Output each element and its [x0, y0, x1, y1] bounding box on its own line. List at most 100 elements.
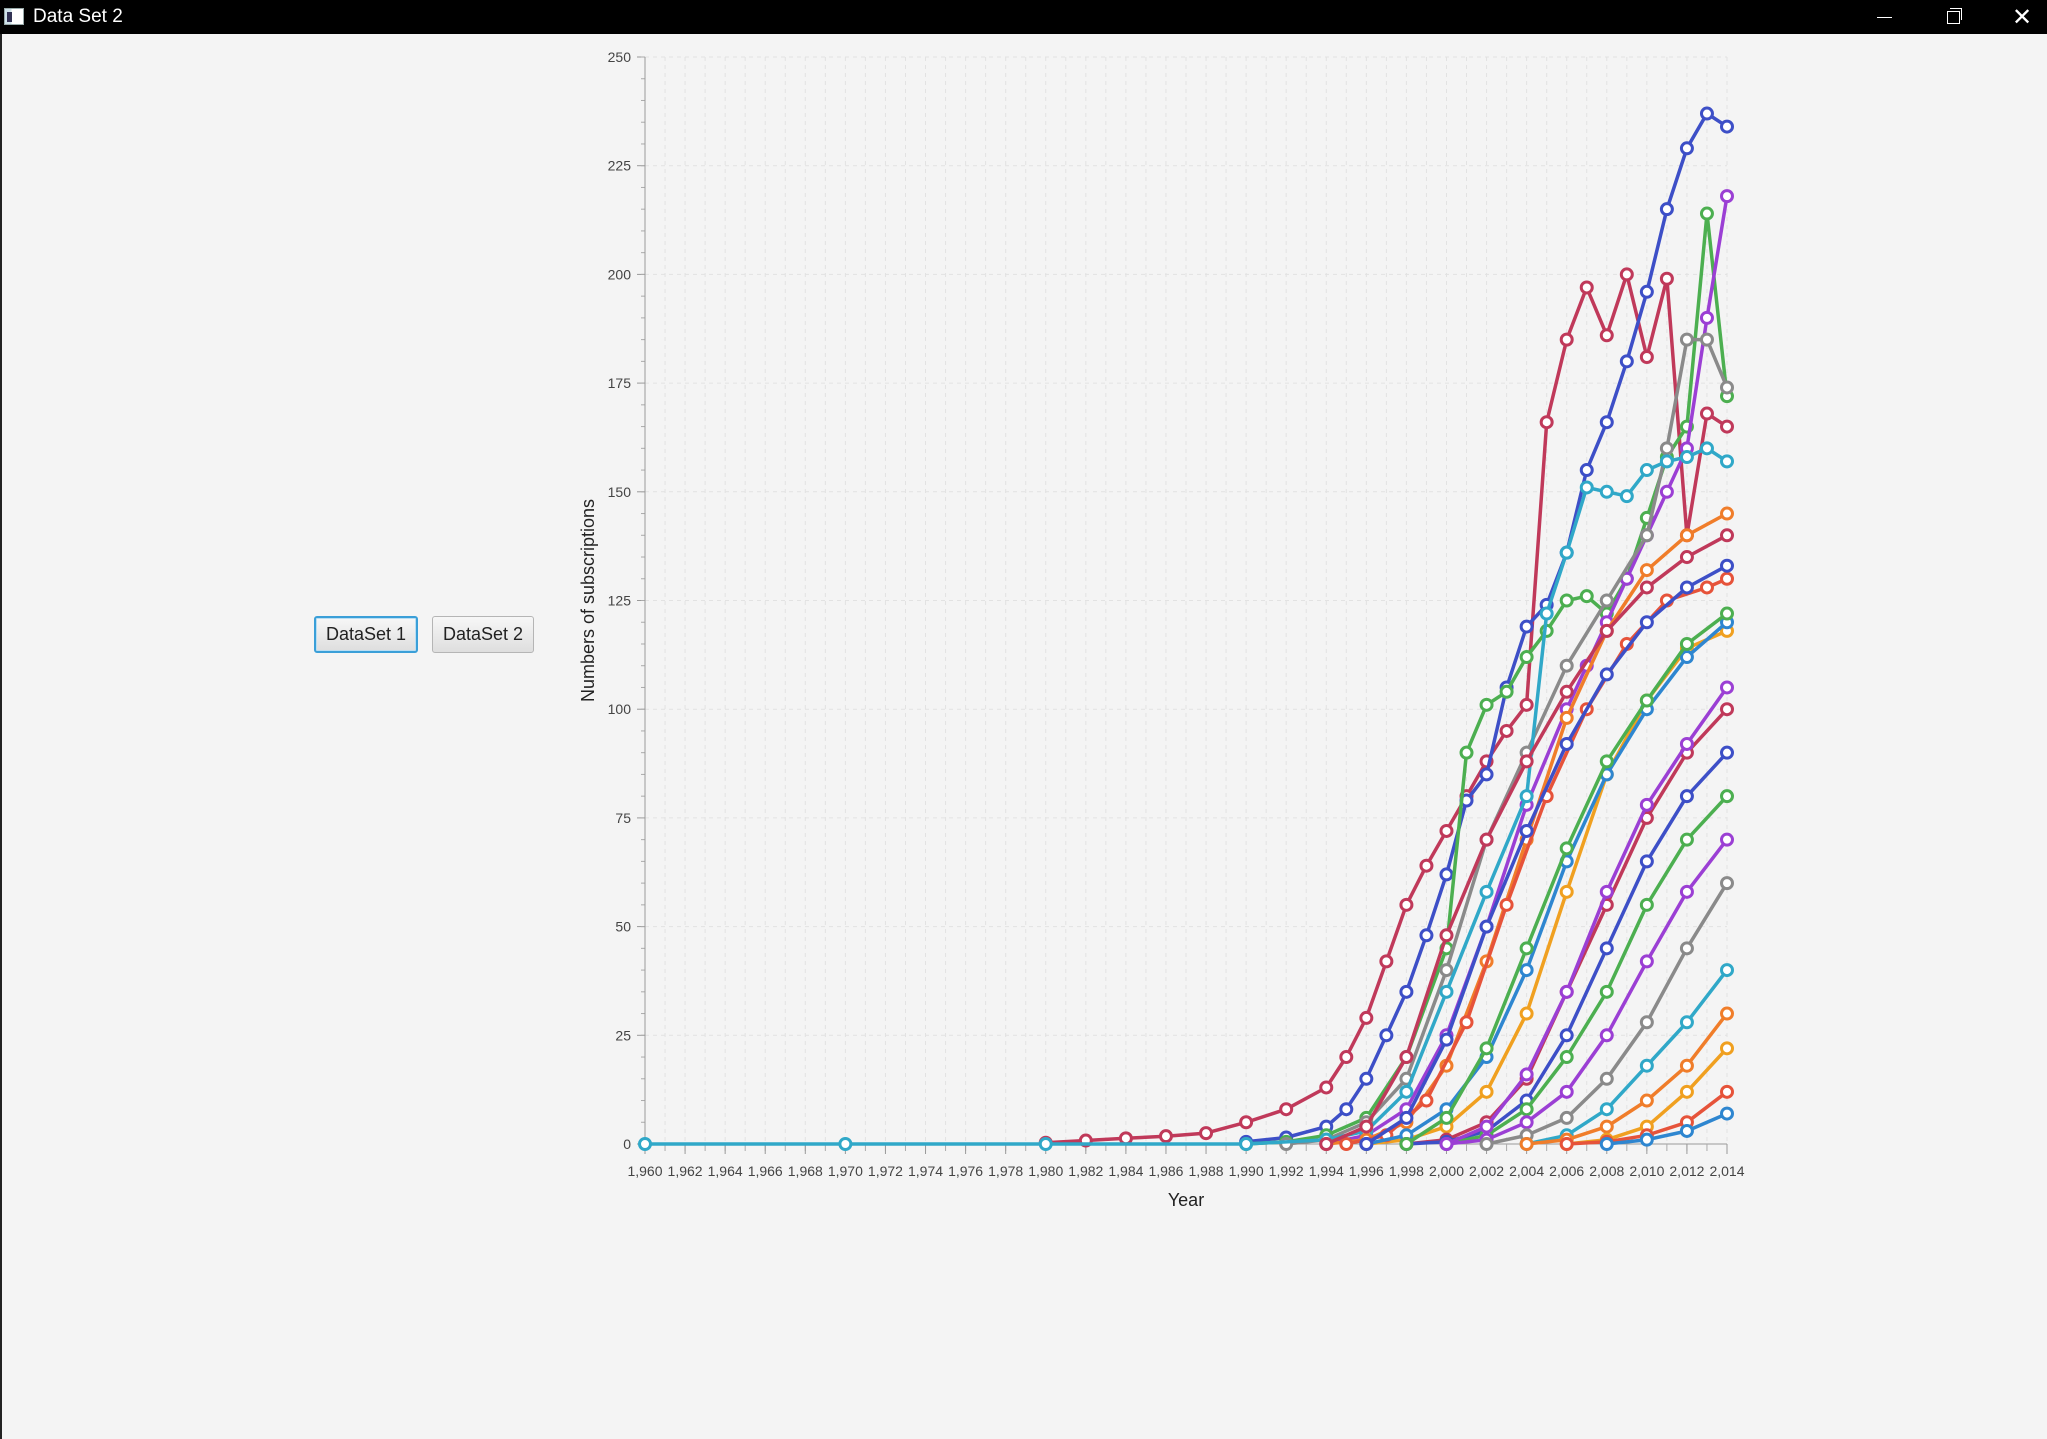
data-point — [1720, 876, 1734, 891]
data-point — [1720, 1006, 1734, 1021]
data-point — [1579, 589, 1594, 604]
data-point — [1439, 1032, 1454, 1047]
data-point — [1439, 963, 1454, 978]
data-point — [1479, 1041, 1494, 1056]
data-point — [1399, 984, 1414, 999]
data-point — [1359, 1071, 1374, 1086]
data-point — [1559, 736, 1574, 751]
data-point — [1699, 206, 1714, 221]
data-point — [1599, 1028, 1614, 1043]
data-point — [1479, 884, 1494, 899]
data-point — [1519, 941, 1534, 956]
close-button[interactable]: ✕ — [1992, 0, 2047, 34]
data-point — [1439, 984, 1454, 999]
data-point — [1439, 1110, 1454, 1125]
data-point — [1720, 419, 1734, 434]
data-point — [1499, 897, 1514, 912]
data-point — [1279, 1102, 1294, 1117]
data-point — [1439, 928, 1454, 943]
x-axis-title: Year — [1168, 1190, 1204, 1210]
data-point — [1319, 1137, 1334, 1151]
data-point — [1720, 789, 1734, 804]
minimize-button[interactable] — [1854, 0, 1914, 34]
y-tick-label: 100 — [608, 701, 632, 717]
data-point — [1720, 454, 1734, 469]
data-point — [1038, 1137, 1053, 1151]
data-point — [1639, 897, 1654, 912]
data-point — [1559, 1110, 1574, 1125]
data-point — [1720, 506, 1734, 521]
data-point — [1699, 332, 1714, 347]
data-point — [1519, 697, 1534, 712]
data-point — [1659, 454, 1674, 469]
y-tick-label: 0 — [623, 1136, 631, 1152]
data-point — [1118, 1131, 1133, 1146]
data-point — [1499, 684, 1514, 699]
data-point — [1720, 606, 1734, 621]
data-point — [1679, 1123, 1694, 1138]
data-point — [1639, 1093, 1654, 1108]
data-point — [1479, 1137, 1494, 1151]
data-point — [1679, 884, 1694, 899]
data-point — [838, 1137, 853, 1151]
data-point — [1519, 1115, 1534, 1130]
data-point — [1639, 284, 1654, 299]
x-tick-label: 1,962 — [668, 1163, 703, 1179]
y-axis-title: Numbers of subscriptions — [578, 499, 598, 702]
data-point — [1720, 380, 1734, 395]
dataset1-button[interactable]: DataSet 1 — [314, 616, 418, 653]
y-tick-label: 200 — [608, 266, 632, 282]
data-point — [1439, 823, 1454, 838]
data-point — [1339, 1137, 1354, 1151]
data-point — [1479, 1084, 1494, 1099]
dataset2-button[interactable]: DataSet 2 — [432, 616, 534, 653]
data-point — [1399, 1137, 1414, 1151]
data-point — [1699, 441, 1714, 456]
x-tick-label: 1,978 — [988, 1163, 1023, 1179]
window-border — [0, 34, 2, 1439]
data-point — [1599, 884, 1614, 899]
data-point — [1720, 680, 1734, 695]
data-point — [1720, 528, 1734, 543]
data-point — [1699, 406, 1714, 421]
title-bar: Data Set 2 ✕ — [0, 0, 2047, 34]
data-point — [1679, 550, 1694, 565]
data-point — [1720, 558, 1734, 573]
data-point — [1679, 528, 1694, 543]
data-point — [1679, 450, 1694, 465]
x-tick-label: 2,002 — [1469, 1163, 1504, 1179]
data-point — [1559, 545, 1574, 560]
data-point — [1519, 1067, 1534, 1082]
data-point — [1579, 480, 1594, 495]
data-point — [1559, 1028, 1574, 1043]
data-point — [1519, 1137, 1534, 1151]
data-point — [1359, 1119, 1374, 1134]
data-point — [1639, 954, 1654, 969]
series-line — [1365, 564, 1728, 1146]
data-point — [1720, 189, 1734, 204]
data-point — [1519, 650, 1534, 665]
maximize-button[interactable] — [1923, 0, 1983, 34]
data-point — [1479, 919, 1494, 934]
x-tick-label: 1,992 — [1269, 1163, 1304, 1179]
data-point — [1559, 1084, 1574, 1099]
data-point — [1639, 350, 1654, 365]
data-point — [1720, 963, 1734, 978]
x-tick-label: 2,000 — [1429, 1163, 1464, 1179]
data-point — [1639, 615, 1654, 630]
data-point — [1720, 1084, 1734, 1099]
data-point — [1599, 984, 1614, 999]
x-tick-label: 1,960 — [627, 1163, 662, 1179]
data-point — [1199, 1126, 1214, 1141]
data-point — [1519, 789, 1534, 804]
data-point — [1720, 745, 1734, 760]
data-point — [1599, 415, 1614, 430]
series-line — [1446, 795, 1729, 1146]
data-point — [1639, 563, 1654, 578]
data-point — [1399, 897, 1414, 912]
data-point — [1679, 141, 1694, 156]
data-point — [1479, 767, 1494, 782]
data-point — [1639, 693, 1654, 708]
data-point — [1519, 1102, 1534, 1117]
